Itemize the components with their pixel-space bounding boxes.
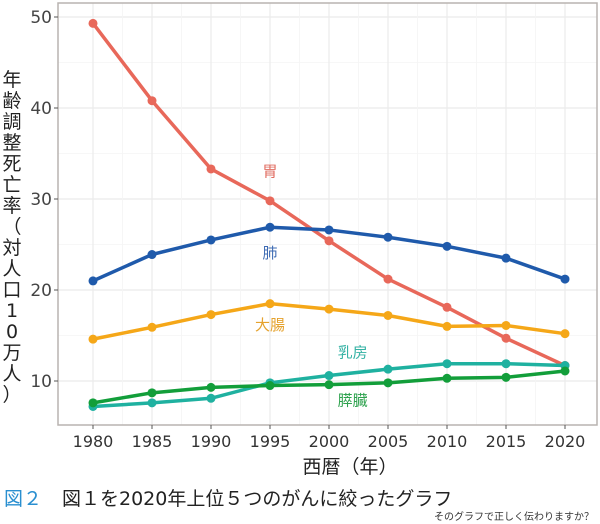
data-point	[206, 393, 216, 403]
data-point	[383, 310, 393, 320]
data-point	[147, 398, 157, 408]
y-axis-label-char: 亡	[2, 174, 22, 196]
y-axis-label-char: 死	[2, 153, 22, 175]
y-axis-label-char: 調	[2, 111, 22, 133]
y-axis-label-char: 人	[2, 363, 22, 385]
y-axis-label-char: 年	[2, 69, 22, 91]
data-point	[324, 304, 334, 314]
y-axis-label-char: ）	[2, 384, 22, 406]
data-point	[265, 222, 275, 232]
x-tick-label: 1995	[250, 432, 291, 451]
data-point	[442, 241, 452, 251]
data-point	[324, 380, 334, 390]
x-tick-label: 1985	[132, 432, 173, 451]
data-point	[501, 359, 511, 369]
y-tick-label: 50	[30, 8, 52, 28]
data-point	[206, 235, 216, 245]
y-axis-label-char: 1	[5, 300, 19, 322]
data-point	[501, 253, 511, 263]
y-axis-label-char: 整	[2, 132, 22, 154]
series-label: 大腸	[255, 316, 285, 334]
x-tick-label: 2020	[545, 432, 586, 451]
y-axis-label-char: 0	[5, 321, 19, 343]
data-point	[265, 381, 275, 391]
data-point	[147, 250, 157, 260]
y-axis-label-char: 対	[2, 237, 22, 259]
data-point	[501, 333, 511, 343]
series-label: 乳房	[338, 343, 368, 361]
y-axis-label-char: （	[2, 216, 22, 238]
series-group	[88, 18, 570, 411]
data-point	[147, 322, 157, 332]
y-axis-label-char: 万	[2, 342, 22, 364]
data-point	[501, 320, 511, 330]
y-tick-label: 30	[30, 190, 52, 210]
data-point	[88, 334, 98, 344]
y-axis-label: 年齢調整死亡率（対人口 1 0 万人）	[0, 70, 24, 406]
series-胃	[88, 18, 570, 371]
data-point	[88, 18, 98, 28]
figure-number: 図２	[4, 488, 43, 510]
data-point	[88, 276, 98, 286]
series-大腸	[88, 299, 570, 344]
data-point	[442, 321, 452, 331]
data-point	[442, 302, 452, 312]
y-tick-label: 10	[30, 372, 52, 392]
x-axis-ticks: 1980 1985 1990 1995 2000 2005 2010 2015 2020	[73, 425, 586, 451]
data-point	[560, 366, 570, 376]
series-label: 膵臓	[338, 392, 368, 410]
series-label: 肺	[262, 244, 277, 262]
x-tick-label: 2010	[427, 432, 468, 451]
series-膵臓	[88, 366, 570, 408]
data-point	[560, 274, 570, 284]
figure-note: そのグラフで正しく伝わりますか？	[434, 512, 594, 523]
y-tick-label: 40	[30, 99, 52, 119]
data-point	[560, 329, 570, 339]
data-point	[324, 371, 334, 381]
data-point	[206, 382, 216, 392]
x-axis-label: 西暦（年）	[302, 456, 398, 478]
x-tick-label: 2005	[368, 432, 409, 451]
data-point	[383, 364, 393, 374]
data-point	[383, 274, 393, 284]
data-point	[265, 196, 275, 206]
plot-border	[57, 2, 598, 426]
plot-background	[58, 3, 597, 425]
data-point	[442, 373, 452, 383]
x-tick-label: 1990	[191, 432, 232, 451]
y-axis-label-char: 率	[2, 195, 22, 217]
y-axis-label-char: 齢	[2, 90, 22, 112]
data-point	[88, 398, 98, 408]
y-axis-label-char: 口	[2, 279, 22, 301]
grid-lines	[58, 3, 597, 425]
data-point	[206, 164, 216, 174]
data-point	[383, 378, 393, 388]
data-point	[501, 372, 511, 382]
data-point	[442, 359, 452, 369]
y-tick-label: 20	[30, 281, 52, 301]
y-axis-ticks: 10 20 30 40 50	[30, 8, 58, 392]
data-point	[206, 310, 216, 320]
plot-frame	[57, 2, 598, 426]
data-point	[265, 299, 275, 309]
data-point	[324, 236, 334, 246]
data-point	[383, 232, 393, 242]
y-axis-label-char: 人	[2, 258, 22, 280]
data-point	[324, 225, 334, 235]
x-tick-label: 2000	[309, 432, 350, 451]
x-tick-label: 2015	[486, 432, 527, 451]
series-肺	[88, 222, 570, 286]
series-label: 胃	[262, 162, 277, 180]
x-tick-label: 1980	[73, 432, 114, 451]
data-point	[147, 96, 157, 106]
data-point	[147, 388, 157, 398]
figure-caption: 図１を2020年上位５つのがんに絞ったグラフ	[62, 488, 453, 510]
